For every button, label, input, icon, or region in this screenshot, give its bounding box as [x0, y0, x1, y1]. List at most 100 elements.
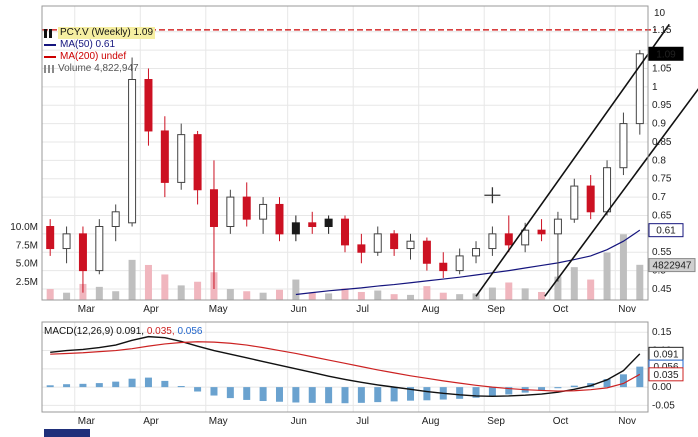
- macd-histogram-bar: [603, 379, 611, 388]
- x-axis-label: Mar: [78, 416, 96, 427]
- macd-histogram-bar: [456, 387, 464, 399]
- candle: [160, 130, 169, 183]
- x-axis-label: May: [209, 416, 228, 427]
- volume-bar: [194, 281, 202, 300]
- candle: [357, 244, 366, 253]
- volume-axis-label: 2.5M: [16, 277, 38, 288]
- volume-bar: [292, 279, 300, 300]
- candle: [521, 229, 530, 246]
- ma50-label: MA(50) 0.61: [60, 39, 116, 50]
- volume-bar: [144, 264, 152, 300]
- volume-bar: [407, 294, 415, 300]
- macd-histogram-bar: [243, 387, 251, 400]
- candle: [95, 226, 104, 272]
- macd-title: MACD(12,26,9): [44, 326, 114, 337]
- x-axis-label: Jul: [356, 304, 369, 315]
- ma50-line-swatch: [44, 44, 56, 46]
- ma50-legend-row[interactable]: MA(50) 0.61: [44, 39, 155, 51]
- candle: [62, 233, 71, 250]
- candle: [455, 255, 464, 272]
- candle: [390, 233, 399, 250]
- macd-hist-value: 0.056: [177, 326, 203, 337]
- candlestick-icon: [44, 28, 47, 38]
- candle: [78, 233, 87, 272]
- macd-histogram-bar: [636, 366, 644, 388]
- candle: [488, 233, 497, 250]
- price-axis-label: 0.9: [652, 119, 666, 130]
- x-axis-label: May: [209, 304, 228, 315]
- volume-bar: [226, 289, 234, 300]
- macd-histogram-bar: [161, 380, 169, 388]
- trendline[interactable]: [475, 23, 670, 297]
- volume-bar: [275, 289, 283, 300]
- candle: [406, 240, 415, 250]
- volume-label: Volume 4,822,947: [58, 63, 139, 74]
- price-value-box: [648, 223, 684, 238]
- chart-legend: PCY.V (Weekly) 1.09 MA(50) 0.61 MA(200) …: [44, 27, 156, 75]
- x-axis-label: Jun: [291, 416, 307, 427]
- macd-axis-label: 0.00: [652, 382, 672, 393]
- x-axis-label: Jun: [291, 304, 307, 315]
- macd-histogram-bar: [128, 378, 136, 388]
- price-panel-border: [41, 5, 649, 301]
- volume-bar: [488, 287, 496, 300]
- volume-bar: [63, 292, 71, 300]
- macd-histogram-bar: [177, 386, 185, 388]
- price-axis-label: 0.45: [652, 284, 672, 295]
- candle: [193, 134, 202, 191]
- volume-bar: [570, 267, 578, 300]
- x-axis-label: Mar: [78, 304, 96, 315]
- trendline[interactable]: [544, 68, 698, 297]
- price-axis-label: 0.55: [652, 247, 672, 258]
- macd-histogram-bar: [619, 374, 627, 388]
- macd-histogram-bar: [63, 384, 71, 388]
- volume-legend-row[interactable]: Volume 4,822,947: [44, 63, 155, 75]
- x-axis-label: Aug: [422, 304, 440, 315]
- volume-bar: [308, 292, 316, 300]
- ma200-line-swatch: [44, 56, 56, 58]
- volume-bar: [554, 276, 562, 300]
- candle: [111, 211, 120, 228]
- macd-histogram-bar: [194, 387, 202, 392]
- macd-histogram-bar: [357, 387, 365, 403]
- x-axis-label: Apr: [143, 416, 159, 427]
- x-axis-label: Sep: [487, 304, 505, 315]
- volume-bar: [521, 288, 529, 300]
- macd-histogram-bar: [488, 387, 496, 397]
- candle: [373, 233, 382, 253]
- ma200-legend-row[interactable]: MA(200) undef: [44, 51, 155, 63]
- macd-histogram-bar: [341, 387, 349, 404]
- ma200-label: MA(200) undef: [60, 51, 127, 62]
- candle: [308, 222, 317, 227]
- candle: [128, 79, 137, 224]
- volume-bar: [587, 279, 595, 300]
- macd-histogram-bar: [505, 387, 513, 395]
- candle: [472, 248, 481, 257]
- macd-histogram-bar: [226, 387, 234, 399]
- volume-bar: [603, 252, 611, 300]
- candle: [537, 229, 546, 235]
- macd-histogram-bar: [210, 387, 218, 396]
- price-axis-label: 0.8: [652, 155, 666, 166]
- volume-bar: [439, 292, 447, 300]
- macd-histogram-bar: [423, 387, 431, 401]
- macd-histogram-bar: [538, 387, 546, 391]
- macd-legend[interactable]: MACD(12,26,9) 0.091, 0.035, 0.056: [44, 326, 202, 337]
- candle: [586, 185, 595, 213]
- symbol-legend-row[interactable]: PCY.V (Weekly) 1.09: [44, 27, 156, 39]
- price-axis-top-label: 10: [654, 8, 666, 19]
- candle: [144, 79, 153, 132]
- macd-histogram-bar: [275, 387, 283, 402]
- price-axis-label: 0.65: [652, 210, 672, 221]
- x-axis-label: Nov: [618, 416, 636, 427]
- x-axis-label: Apr: [143, 304, 159, 315]
- macd-value-box-label: 0.091: [653, 349, 678, 360]
- alert-axis-label: 1.15: [652, 25, 672, 36]
- price-value-box: [648, 46, 684, 61]
- candle: [242, 196, 251, 220]
- macd-histogram-bar: [472, 387, 480, 398]
- macd-axis-label: -0.05: [652, 400, 675, 411]
- volume-bar: [341, 288, 349, 300]
- volume-bar: [177, 285, 185, 300]
